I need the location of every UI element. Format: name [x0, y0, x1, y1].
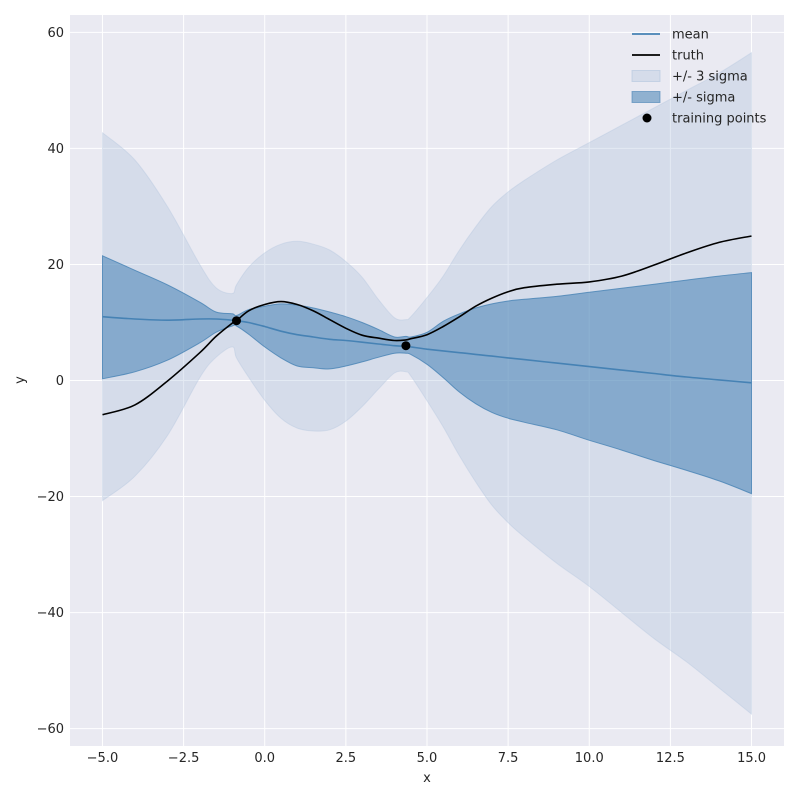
legend-label: +/- sigma	[672, 91, 735, 106]
y-tick-label: −20	[37, 490, 64, 505]
y-tick-label: 20	[47, 258, 64, 273]
band-sigma	[102, 255, 752, 495]
legend-label: training points	[672, 112, 767, 127]
y-axis-label: y	[13, 376, 28, 384]
tick-labels: −5.0 −2.5 0.0 2.5 5.0 7.5 10.0 12.5 15.0 −60 −40 −2…	[37, 26, 766, 766]
training-point-0	[231, 316, 241, 326]
x-tick-label: 2.5	[336, 751, 357, 766]
y-tick-label: 0	[56, 374, 64, 389]
legend-entry-3-sigma: +/- 3 sigma	[631, 70, 748, 85]
training-point-1	[401, 341, 411, 351]
x-tick-label: 15.0	[737, 751, 766, 766]
legend-label: mean	[672, 28, 709, 43]
uncertainty-bands	[102, 51, 752, 716]
x-tick-label: 0.0	[254, 751, 275, 766]
y-tick-label: −40	[37, 606, 64, 621]
x-tick-label: 10.0	[575, 751, 604, 766]
grid-lines	[70, 15, 784, 746]
legend-entry-truth: truth	[632, 49, 704, 64]
x-tick-label: −5.0	[87, 751, 119, 766]
legend-entry-mean: mean	[632, 28, 709, 43]
legend-entry-sigma: +/- sigma	[631, 91, 735, 106]
legend-swatch	[631, 91, 661, 103]
legend-swatch	[642, 113, 652, 123]
y-tick-label: −60	[37, 722, 64, 737]
x-tick-label: 5.0	[417, 751, 438, 766]
y-tick-label: 60	[47, 26, 64, 41]
x-axis-label: x	[423, 771, 431, 786]
legend-entry-training-points: training points	[642, 112, 767, 127]
legend: mean truth +/- 3 sigma +/- sigma training po…	[631, 28, 767, 127]
legend-label: +/- 3 sigma	[672, 70, 748, 85]
legend-swatch	[631, 70, 661, 82]
training-point-markers	[231, 316, 411, 351]
x-tick-label: 12.5	[656, 751, 685, 766]
band-3-sigma	[102, 51, 752, 716]
x-tick-label: −2.5	[168, 751, 200, 766]
x-tick-label: 7.5	[498, 751, 519, 766]
legend-label: truth	[672, 49, 704, 64]
y-tick-label: 40	[47, 142, 64, 157]
